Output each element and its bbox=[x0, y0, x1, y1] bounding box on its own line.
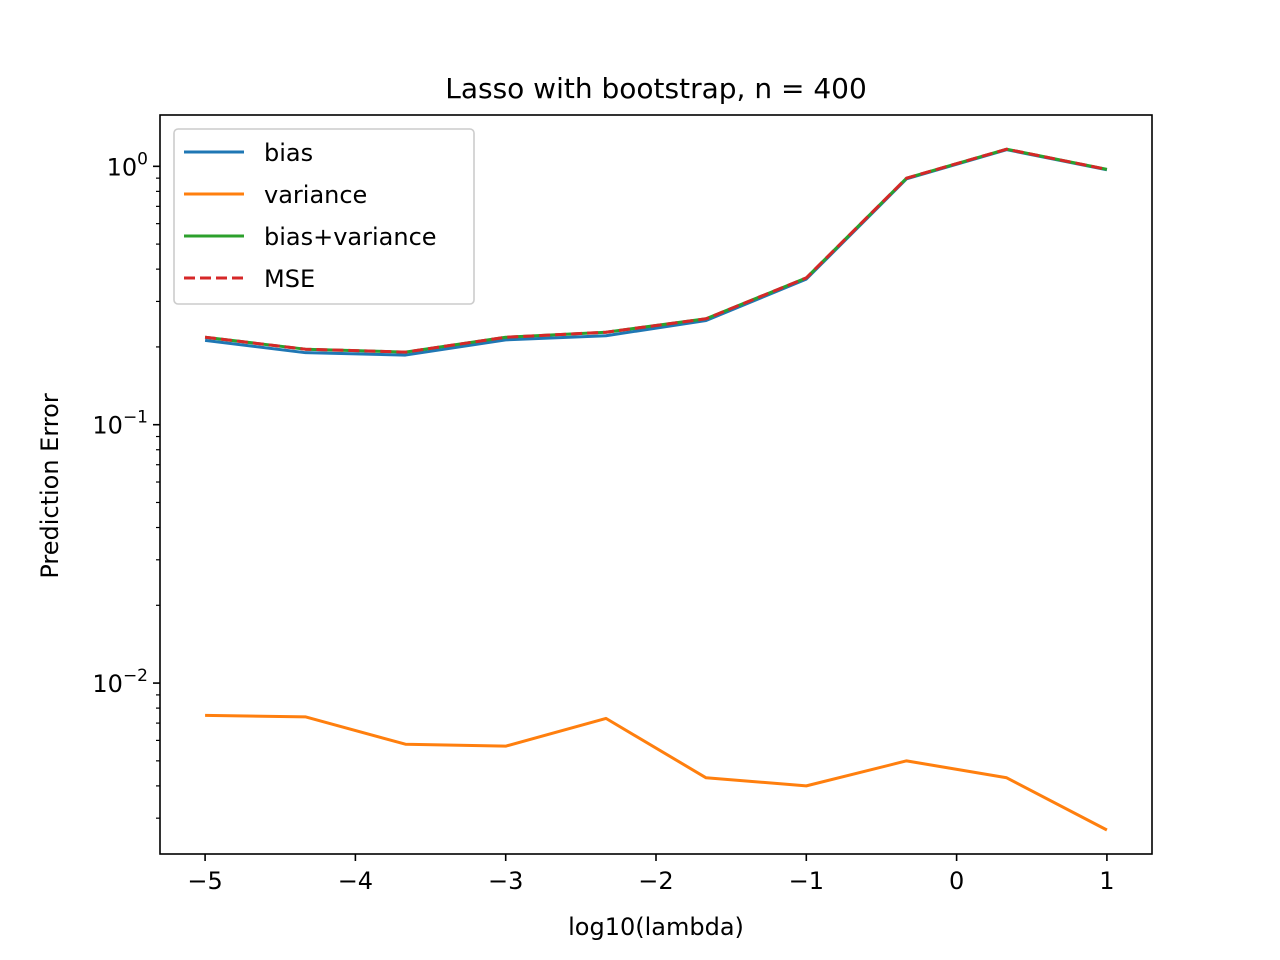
series-line-variance bbox=[205, 713, 1108, 832]
y-tick-label: 10−2 bbox=[92, 666, 148, 698]
y-tick-label: 10−1 bbox=[92, 408, 148, 440]
legend-box bbox=[173, 128, 475, 305]
x-tick-label: −5 bbox=[187, 867, 222, 895]
x-tick-label: −2 bbox=[638, 867, 673, 895]
y-axis-ticks: 10−2 10−1 100 bbox=[92, 149, 160, 819]
x-axis-label: log10(lambda) bbox=[568, 913, 744, 941]
y-tick-label: 100 bbox=[107, 149, 148, 181]
legend-label: bias+variance bbox=[264, 223, 437, 251]
plot-frame bbox=[159, 114, 1153, 855]
y-axis-label: Prediction Error bbox=[36, 393, 64, 578]
x-tick-label: 1 bbox=[1099, 867, 1114, 895]
legend: bias variance bias+variance MSE bbox=[173, 128, 475, 305]
x-tick-label: 0 bbox=[949, 867, 964, 895]
legend-label: MSE bbox=[264, 265, 315, 293]
x-tick-label: −1 bbox=[789, 867, 824, 895]
legend-label: bias bbox=[264, 139, 313, 167]
legend-label: variance bbox=[264, 181, 367, 209]
series-line-mse bbox=[204, 147, 1108, 354]
x-tick-label: −3 bbox=[488, 867, 523, 895]
x-axis-ticks: −5 −4 −3 −2 −1 0 1 bbox=[187, 854, 1115, 895]
series-lines bbox=[204, 147, 1108, 832]
x-tick-label: −4 bbox=[338, 867, 373, 895]
chart-title: Lasso with bootstrap, n = 400 bbox=[445, 72, 867, 105]
